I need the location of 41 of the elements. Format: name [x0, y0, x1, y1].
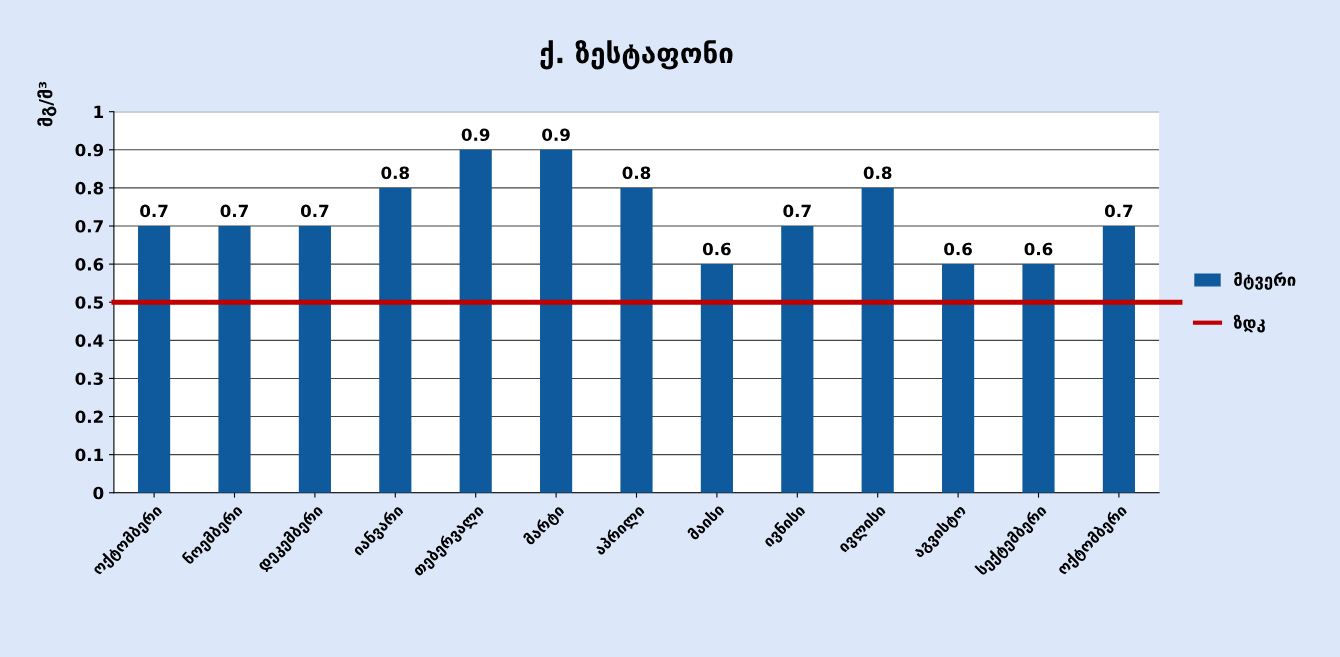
data-label: 0.7 [1104, 204, 1133, 218]
data-label: 0.8 [622, 166, 651, 180]
bar [942, 264, 975, 493]
data-label: 0.6 [944, 242, 972, 256]
bar [540, 149, 573, 493]
y-tick-label: 0.8 [75, 181, 104, 195]
data-label: 0.8 [381, 166, 410, 180]
data-label: 0.6 [1024, 242, 1053, 256]
y-tick-label: 0.4 [75, 334, 104, 347]
bar [781, 226, 814, 493]
y-tick-label: 0.5 [75, 296, 104, 309]
data-label: 0.8 [863, 166, 892, 180]
data-label: 0.7 [783, 204, 811, 218]
bar [1022, 264, 1055, 493]
y-tick-label: 0.9 [75, 143, 104, 157]
data-label: 0.7 [140, 204, 168, 218]
data-label: 0.9 [461, 128, 490, 142]
bar [700, 264, 733, 493]
y-tick-label: 0.2 [75, 410, 103, 424]
bar [379, 187, 412, 493]
y-tick-label: 0.6 [75, 258, 104, 271]
y-axis-title: მგ/მ³ [37, 81, 57, 127]
bar [218, 226, 251, 493]
bar [138, 226, 171, 493]
y-tick-label: 0.1 [75, 448, 104, 462]
bar [620, 187, 653, 493]
data-label: 0.7 [220, 204, 248, 218]
y-tick-label: 0 [93, 486, 104, 500]
data-label: 0.6 [702, 242, 731, 256]
chart-title: ქ. ზესტაფონი [540, 40, 733, 70]
legend-label: მტვერი [1234, 272, 1296, 290]
bar [1102, 226, 1135, 493]
data-label: 0.7 [300, 204, 329, 218]
bar [861, 187, 894, 493]
y-tick-label: 0.3 [75, 372, 103, 385]
y-tick-label: 1 [94, 105, 104, 119]
legend-label: ზდკ [1233, 314, 1265, 333]
y-tick-label: 0.7 [75, 219, 103, 233]
data-label: 0.9 [542, 128, 570, 142]
bar [459, 149, 492, 493]
bar [298, 226, 331, 493]
